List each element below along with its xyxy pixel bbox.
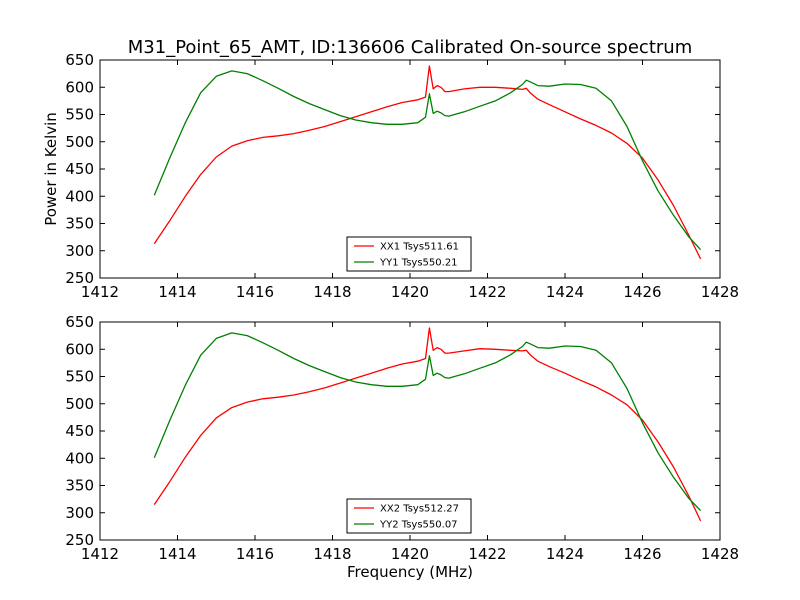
x-tick-label: 1426 [623, 283, 661, 301]
bottom-legend-box [346, 498, 472, 534]
legend-label-xx2: XX2 Tsys512.27 [380, 504, 459, 515]
y-tick-label: 550 [65, 106, 94, 124]
x-tick-label: 1426 [623, 545, 661, 563]
y-tick-label: 550 [65, 368, 94, 386]
x-tick-label: 1414 [158, 283, 196, 301]
x-tick-label: 1418 [313, 545, 351, 563]
y-tick-label: 300 [65, 504, 94, 522]
bottom-legend: XX2 Tsys512.27 YY2 Tsys550.07 [346, 498, 472, 534]
series-line-yy1 [153, 70, 702, 251]
y-tick-label: 350 [65, 215, 94, 233]
figure-title: M31_Point_65_AMT, ID:136606 Calibrated O… [128, 37, 692, 58]
series-line-xx1 [153, 65, 702, 260]
x-tick-label: 1418 [313, 283, 351, 301]
y-tick-label: 250 [65, 269, 94, 287]
x-tick-label: 1414 [158, 545, 196, 563]
y-axis-label: Power in Kelvin [42, 112, 60, 226]
y-tick-label: 250 [65, 531, 94, 549]
x-tick-label: 1424 [546, 283, 584, 301]
y-tick-label: 450 [65, 422, 94, 440]
y-tick-label: 350 [65, 477, 94, 495]
x-tick-label: 1428 [701, 283, 739, 301]
series-line-xx2 [153, 327, 702, 522]
y-tick-label: 500 [65, 133, 94, 151]
bottom-plot-lines [153, 327, 702, 522]
x-tick-label: 1422 [468, 545, 506, 563]
x-tick-label: 1428 [701, 545, 739, 563]
legend-label-yy2: YY2 Tsys550.07 [379, 520, 458, 531]
x-tick-label: 1412 [81, 545, 119, 563]
legend-label-xx1: XX1 Tsys511.61 [380, 242, 459, 253]
x-axis-label: Frequency (MHz) [347, 563, 473, 581]
series-line-yy2 [153, 332, 702, 512]
y-tick-label: 400 [65, 187, 94, 205]
x-tick-label: 1420 [391, 545, 429, 563]
legend-label-yy1: YY1 Tsys550.21 [379, 258, 458, 269]
x-tick-label: 1416 [236, 545, 274, 563]
top-legend: XX1 Tsys511.61 YY1 Tsys550.21 [346, 236, 472, 272]
top-subplot: 1412 1414 1416 1418 1420 1422 1424 1426 1428 250 3… [42, 51, 739, 301]
bottom-subplot: 1412 1414 1416 1418 1420 1422 1424 1426 1428 250 3… [65, 313, 739, 581]
y-tick-label: 400 [65, 449, 94, 467]
y-tick-label: 500 [65, 395, 94, 413]
y-tick-label: 300 [65, 242, 94, 260]
y-tick-label: 450 [65, 160, 94, 178]
x-tick-label: 1420 [391, 283, 429, 301]
x-tick-label: 1412 [81, 283, 119, 301]
y-tick-label: 600 [65, 78, 94, 96]
y-tick-label: 650 [65, 313, 94, 331]
x-tick-label: 1416 [236, 283, 274, 301]
top-plot-lines [153, 65, 702, 260]
y-tick-label: 600 [65, 340, 94, 358]
x-tick-label: 1422 [468, 283, 506, 301]
top-axis-ticks: 1412 1414 1416 1418 1420 1422 1424 1426 1428 250 3… [65, 51, 739, 301]
x-tick-label: 1424 [546, 545, 584, 563]
bottom-axis-ticks: 1412 1414 1416 1418 1420 1422 1424 1426 1428 250 3… [65, 313, 739, 563]
top-legend-box [346, 236, 472, 272]
y-tick-label: 650 [65, 51, 94, 69]
